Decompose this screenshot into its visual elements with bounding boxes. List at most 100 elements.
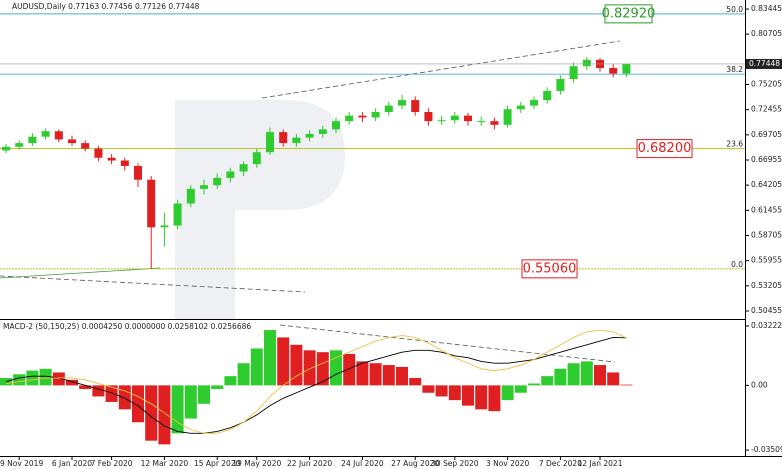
candle-body xyxy=(490,121,499,125)
macd-line xyxy=(5,329,627,434)
histogram-bar xyxy=(541,376,554,386)
histogram-bar xyxy=(462,385,474,406)
candle-body xyxy=(200,185,208,189)
histogram-bar xyxy=(39,368,52,386)
x-tick-label: 7 Feb 2020 xyxy=(91,459,133,468)
histogram-bar xyxy=(580,361,593,386)
candle-body xyxy=(569,66,578,80)
candle-body xyxy=(54,131,63,140)
histogram-bar xyxy=(92,385,105,397)
histogram-bar xyxy=(184,385,197,419)
candle-body xyxy=(186,188,195,204)
candle-body xyxy=(94,148,103,158)
candle-body xyxy=(134,165,142,180)
y-tick-label: 0.61455 xyxy=(751,205,782,214)
y-tick-label: 0.0322212 xyxy=(751,321,782,330)
trend-line xyxy=(279,324,616,363)
histogram-bar xyxy=(514,385,527,393)
candle-body xyxy=(173,203,182,226)
macd-title: MACD-2 (50,150,25) 0.0004250 0.0000000 0… xyxy=(3,322,251,331)
fib-level-name: 23.6 xyxy=(726,140,743,149)
x-tick-label: 15 Apr 2020 xyxy=(194,459,241,468)
histogram-bar xyxy=(264,330,276,386)
candle-body xyxy=(398,100,406,106)
y-tick-label: 0.80705 xyxy=(751,29,782,38)
y-tick-label: 0.55955 xyxy=(751,256,782,265)
candle-body xyxy=(503,109,512,125)
histogram-bar xyxy=(198,385,210,404)
histogram-bar xyxy=(237,363,250,386)
y-tick-label: 0.50455 xyxy=(751,306,782,315)
histogram-bar xyxy=(303,350,316,386)
last-price-box xyxy=(746,58,782,69)
candle-body xyxy=(345,115,354,122)
watermark xyxy=(175,100,345,320)
y-tick-label: -0.035094 xyxy=(751,445,782,454)
chart-title: AUDUSD,Daily 0.77163 0.77456 0.77126 0.7… xyxy=(12,2,200,11)
candle-body xyxy=(81,143,90,149)
histogram-bar xyxy=(277,337,290,386)
histogram-bar xyxy=(250,348,263,386)
candle-body xyxy=(424,111,433,122)
candle-body xyxy=(120,160,129,166)
histogram-bar xyxy=(145,385,158,441)
x-tick-label: 27 Aug 2020 xyxy=(391,459,439,468)
y-tick-label: 0.00 xyxy=(751,380,768,389)
x-tick-label: 22 Jun 2020 xyxy=(287,459,332,468)
candle-body xyxy=(437,120,446,122)
fib-price-box xyxy=(521,259,578,279)
x-tick-label: 29 Nov 2019 xyxy=(0,459,43,468)
histogram-bar xyxy=(501,385,514,401)
x-tick-label: 3 Nov 2020 xyxy=(486,459,529,468)
candle-body xyxy=(252,152,261,165)
last-price-label: 0.77448 xyxy=(749,59,780,68)
histogram-bar xyxy=(382,365,395,386)
y-tick-label: 0.66955 xyxy=(751,155,782,164)
candle-body xyxy=(147,179,156,228)
histogram-bar xyxy=(118,385,131,410)
histogram-bar xyxy=(528,383,540,386)
candle-body xyxy=(384,105,393,112)
histogram-bar xyxy=(290,344,303,386)
y-tick-label: 0.72455 xyxy=(751,105,782,114)
candle-body xyxy=(516,105,525,110)
histogram-bar xyxy=(158,385,171,445)
candle-body xyxy=(543,90,552,101)
candle-body xyxy=(28,136,37,144)
x-tick-label: 12 Jan 2021 xyxy=(578,459,623,468)
histogram-bar xyxy=(475,385,488,410)
candle-body xyxy=(332,121,340,130)
candle-body xyxy=(622,63,631,74)
x-tick-label: 6 Jan 2020 xyxy=(52,459,92,468)
fib-price-label: 0.68200 xyxy=(638,141,692,156)
candle-body xyxy=(239,164,248,172)
candle-body xyxy=(358,115,367,118)
candle-body xyxy=(305,133,314,138)
histogram-bar xyxy=(356,361,369,386)
fib-base-line xyxy=(0,267,161,279)
candle-body xyxy=(68,139,76,144)
histogram-bar xyxy=(422,385,435,393)
candle-body xyxy=(411,100,420,112)
histogram-bar xyxy=(316,352,329,386)
histogram-bar xyxy=(224,376,237,386)
histogram-bar xyxy=(52,372,65,386)
histogram-bar xyxy=(66,379,78,386)
trend-line xyxy=(0,275,306,293)
histogram-bar xyxy=(409,377,422,386)
x-tick-label: 12 Mar 2020 xyxy=(141,459,189,468)
histogram-bar xyxy=(105,385,118,402)
candle-body xyxy=(318,129,327,134)
macd-line xyxy=(5,336,627,434)
y-tick-label: 0.69705 xyxy=(751,130,782,139)
histogram-bar xyxy=(554,368,567,386)
fib-level-name: 50.0 xyxy=(726,5,743,14)
histogram-bar xyxy=(171,385,184,434)
histogram-bar xyxy=(211,385,224,390)
candle-body xyxy=(371,111,380,118)
x-tick-label: 19 May 2020 xyxy=(232,459,281,468)
candle-body xyxy=(279,132,288,144)
y-tick-label: 0.58705 xyxy=(751,230,782,239)
histogram-bar xyxy=(26,370,39,386)
